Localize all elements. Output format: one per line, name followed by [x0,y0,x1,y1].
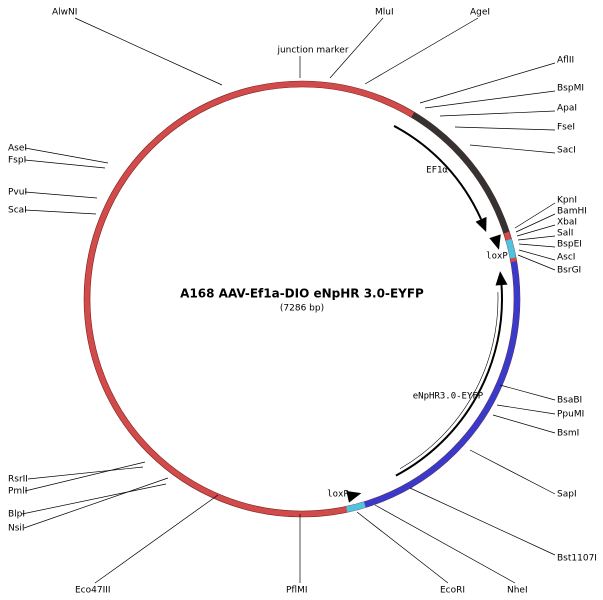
plasmid-title: A168 AAV-Ef1a-DIO eNpHR 3.0-EYFP [180,287,424,301]
feature-label: loxP [486,252,508,262]
site-line [24,191,98,199]
loxp-segment [505,238,516,259]
site-label: FspI [8,156,26,166]
site-label: BsrGI [557,266,581,276]
feature-arrow [395,284,503,477]
site-line [27,466,144,480]
site-line [518,243,556,248]
site-label: AlwNI [52,8,77,18]
site-label: SacI [557,146,576,156]
site-line [24,159,106,169]
site-label: PflMI [286,586,308,596]
plasmid-size: (7286 bp) [280,304,324,314]
site-label: ApaI [557,104,577,114]
site-label: PvuI [8,188,27,198]
feature-arrowhead [495,271,508,286]
site-line [424,90,556,109]
feature-arrow [393,125,482,220]
site-label: BspEI [557,240,582,250]
site-label: BsaBI [557,396,582,406]
site-label: BspMI [557,84,584,94]
site-label: PpuMI [557,410,584,420]
feature-label: EF1α [426,166,448,176]
site-label: ScaI [8,206,27,216]
site-line [496,404,556,415]
site-label: BlpI [8,510,25,520]
site-label: AgeI [470,8,490,18]
site-label: BsmI [557,429,579,439]
feature-arrowhead [475,216,487,232]
site-label: XbaI [557,218,577,228]
site-label: AseI [8,144,27,154]
site-label: NheI [507,586,528,596]
site-label: AflII [557,56,574,66]
feature-arrow-inner [399,292,499,470]
site-line [24,209,97,215]
site-label: EcoRI [440,586,465,596]
feature-arrowhead [346,490,362,503]
site-line [454,126,556,131]
site-label: MluI [375,8,394,18]
site-label: SapI [557,490,577,500]
site-line [515,213,556,233]
site-line [469,144,556,154]
site-line [514,202,556,229]
site-line [516,224,556,237]
site-label: RsrII [8,475,28,485]
site-line [21,483,167,515]
site-label: BamHI [557,207,587,217]
site-label: NsiI [8,524,25,534]
site-label: KpnI [557,196,577,206]
site-line [409,487,556,556]
feature-label: loxP [327,490,349,500]
site-line [24,147,109,164]
site-line [469,449,556,495]
site-line [24,461,146,492]
feature-label: eNpHR3.0-EYFP [413,392,484,402]
site-label: AscI [557,253,575,263]
site-line [518,249,556,261]
site-line [364,17,479,85]
site-line [492,414,556,434]
promoter-segment [411,112,510,234]
site-label: Eco47III [75,586,111,596]
site-line [499,384,556,401]
site-line [419,62,556,104]
site-line [94,494,219,584]
site-label: Bst1107I [557,554,597,564]
site-line [329,17,384,79]
site-line [517,254,556,271]
site-line [374,504,516,584]
site-line [356,511,449,584]
ring-outline [89,86,515,512]
gene-segment [363,261,520,508]
feature-arrowhead [489,234,501,250]
loxp-segment [346,501,366,513]
marker-label: junction marker [276,46,348,56]
site-line [74,17,223,86]
site-line [517,235,556,241]
site-label: PmlI [8,487,27,497]
site-line [23,477,169,529]
site-label: SalI [557,229,573,239]
site-label: FseI [557,123,575,133]
site-line [439,110,556,117]
